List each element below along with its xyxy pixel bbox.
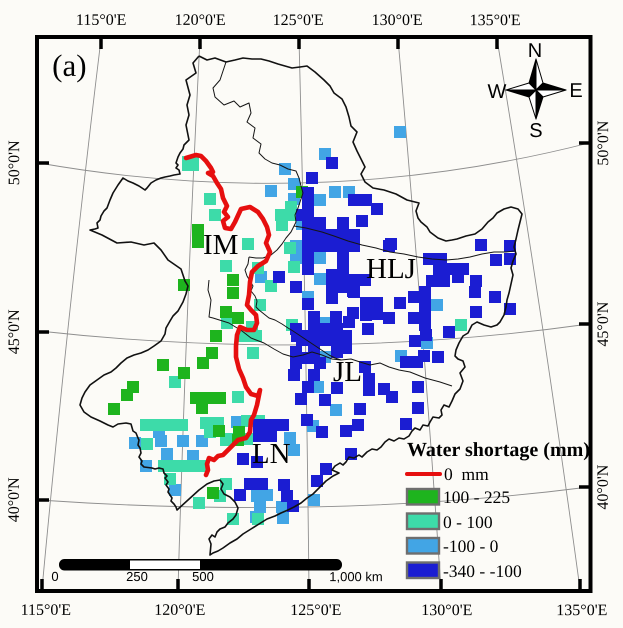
- svg-text:40°0'N: 40°0'N: [6, 477, 23, 522]
- svg-text:120°0'E: 120°0'E: [154, 602, 205, 619]
- svg-text:N: N: [528, 40, 542, 62]
- svg-text:115°0'E: 115°0'E: [21, 602, 71, 619]
- svg-text:125°0'E: 125°0'E: [273, 12, 324, 29]
- svg-text:40°0'N: 40°0'N: [595, 464, 612, 509]
- svg-text:45°0'N: 45°0'N: [6, 309, 23, 354]
- svg-text:W: W: [488, 81, 507, 103]
- svg-text:0 - 100: 0 - 100: [443, 512, 493, 532]
- svg-text:-340 - -100: -340 - -100: [443, 561, 522, 581]
- svg-text:JL: JL: [333, 356, 362, 388]
- svg-text:250: 250: [126, 569, 148, 584]
- svg-text:HLJ: HLJ: [366, 253, 416, 285]
- svg-text:50°0'N: 50°0'N: [595, 120, 612, 165]
- svg-text:125°0'E: 125°0'E: [290, 602, 341, 619]
- svg-text:-100 - 0: -100 - 0: [443, 536, 499, 556]
- svg-text:115°0'E: 115°0'E: [76, 12, 126, 29]
- svg-text:50°0'N: 50°0'N: [6, 140, 23, 185]
- svg-text:100 - 225: 100 - 225: [443, 487, 510, 507]
- svg-text:135°0'E: 135°0'E: [470, 12, 521, 29]
- svg-text:0: 0: [51, 569, 58, 584]
- svg-text:LN: LN: [252, 438, 291, 470]
- svg-text:IM: IM: [203, 229, 238, 261]
- svg-text:500: 500: [192, 569, 214, 584]
- svg-text:130°0'E: 130°0'E: [421, 602, 472, 619]
- svg-text:Water shortage (mm): Water shortage (mm): [407, 439, 590, 461]
- svg-text:135°0'E: 135°0'E: [556, 602, 607, 619]
- svg-text:(a): (a): [52, 48, 86, 83]
- svg-text:S: S: [529, 120, 542, 142]
- svg-text:0 mm: 0 mm: [444, 464, 489, 484]
- svg-text:E: E: [569, 80, 582, 102]
- svg-text:45°0'N: 45°0'N: [595, 301, 612, 346]
- svg-text:130°0'E: 130°0'E: [372, 12, 423, 29]
- svg-text:120°0'E: 120°0'E: [175, 12, 226, 29]
- svg-text:1,000 km: 1,000 km: [329, 569, 382, 584]
